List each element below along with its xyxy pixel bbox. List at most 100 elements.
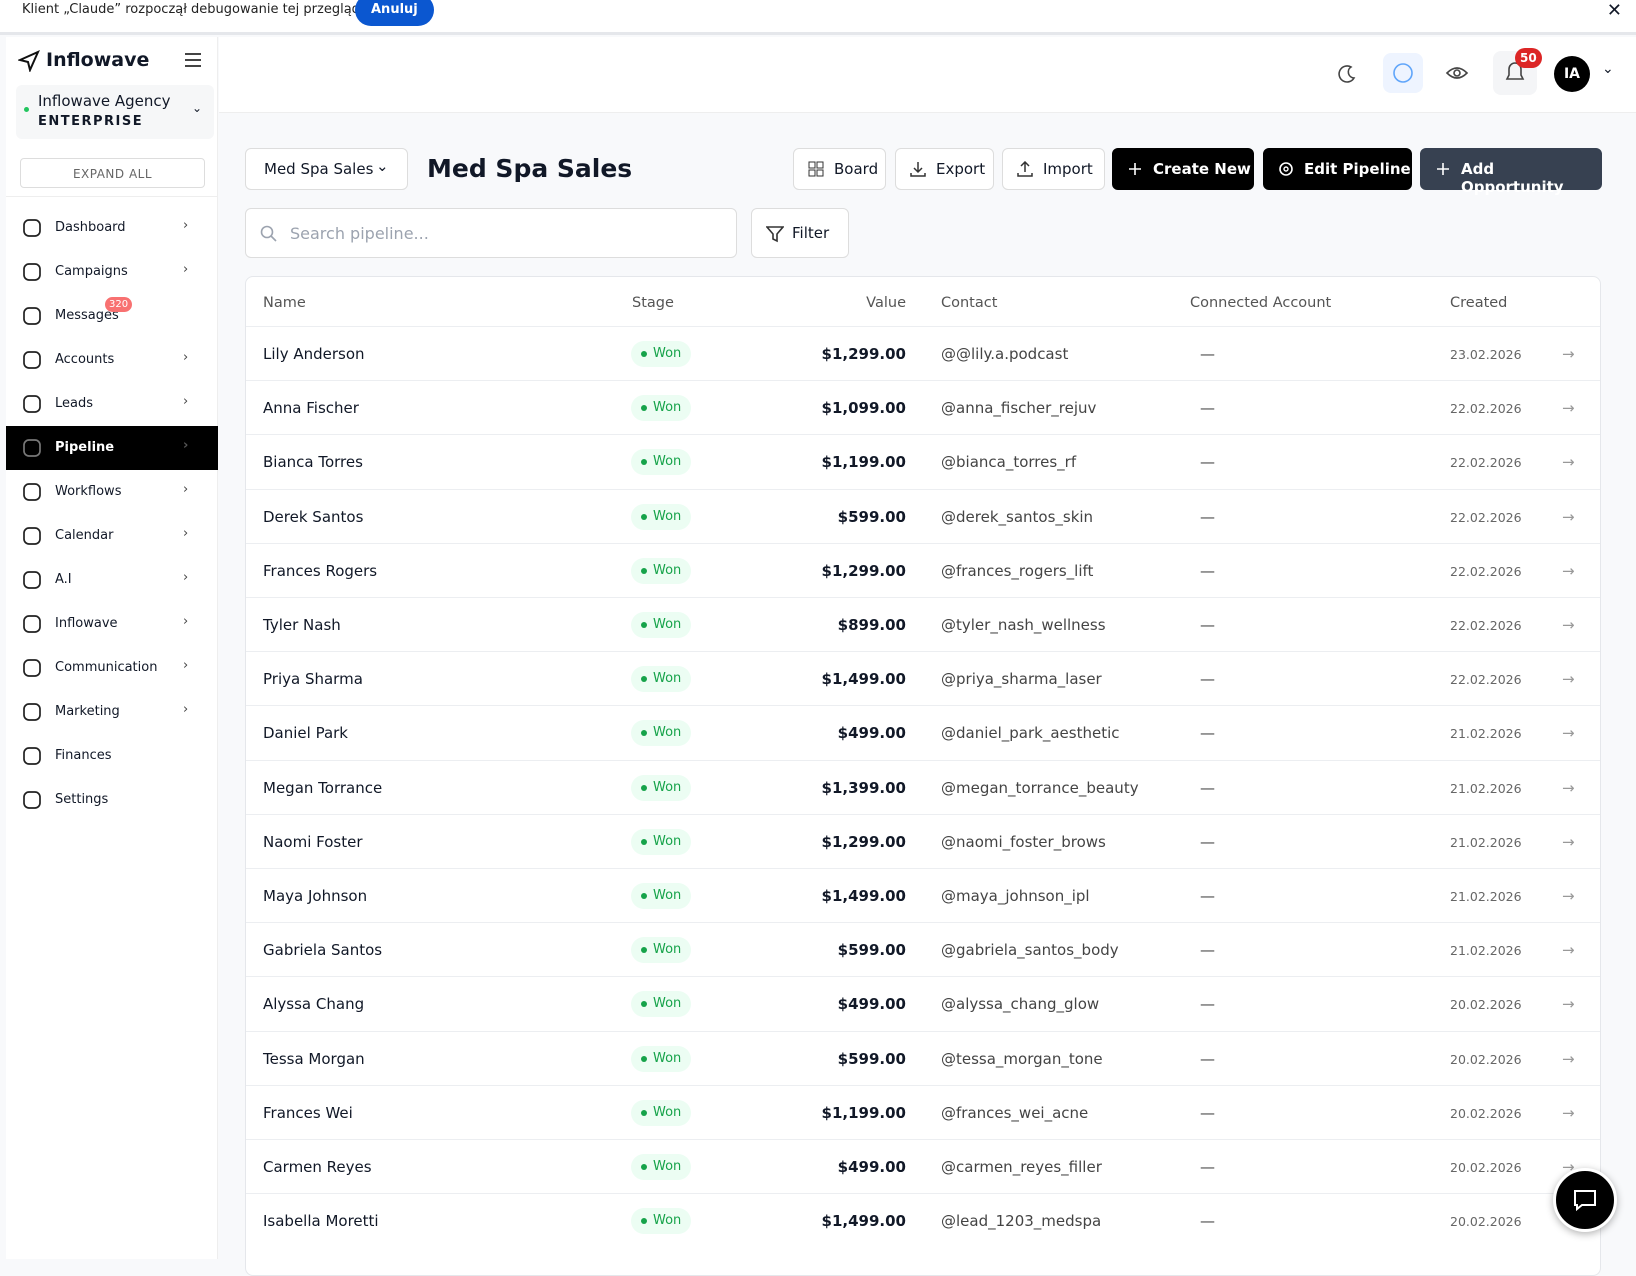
nav-icon [21, 613, 43, 639]
theme-toggle[interactable] [1337, 64, 1357, 84]
connected-account: — [1200, 453, 1215, 472]
open-arrow[interactable]: → [1562, 670, 1575, 689]
nav-item[interactable]: Finances [6, 734, 218, 778]
nav-item[interactable]: Messages 320 [6, 294, 218, 338]
open-arrow[interactable]: → [1562, 399, 1575, 418]
value: $1,299.00 [821, 345, 906, 363]
nav-item[interactable]: Marketing › [6, 690, 218, 734]
column-header: Stage [632, 295, 674, 311]
open-arrow[interactable]: → [1562, 453, 1575, 472]
submenu-chevron: › [183, 526, 189, 541]
nav-item[interactable]: Settings [6, 778, 218, 822]
create-new-label: Create New [1153, 160, 1251, 178]
nav-item[interactable]: Pipeline › [6, 426, 218, 470]
open-arrow[interactable]: → [1562, 995, 1575, 1014]
table-row[interactable]: Alyssa Chang Won $499.00 @alyssa_chang_glow… [246, 976, 1600, 1030]
stage-pill: Won [631, 828, 692, 855]
preview-button[interactable] [1445, 63, 1469, 83]
expand-all[interactable]: EXPAND ALL [20, 158, 205, 188]
table-row[interactable]: Tessa Morgan Won $599.00 @tessa_morgan_tone… [246, 1030, 1600, 1085]
stage-pill: Won [631, 341, 692, 367]
created: 21.02.2026 [1450, 943, 1522, 959]
open-arrow[interactable]: → [1562, 941, 1575, 960]
pipeline-table: Name Stage Value Contact Connected Account Cr… [245, 276, 1601, 1276]
table-row[interactable]: Isabella Moretti Won $1,499.00 @lead_1203_m… [246, 1193, 1600, 1247]
table-row[interactable]: Bianca Torres Won $1,199.00 @bianca_torres_… [246, 434, 1600, 488]
open-arrow[interactable]: → [1562, 778, 1575, 797]
connected-account: — [1200, 1049, 1215, 1068]
open-arrow[interactable]: → [1562, 561, 1575, 580]
table-row[interactable]: Priya Sharma Won $1,499.00 @priya_sharma_la… [246, 651, 1600, 705]
nav-icon [21, 789, 43, 815]
open-arrow[interactable]: → [1562, 724, 1575, 743]
menu-toggle[interactable] [184, 52, 202, 68]
board-button[interactable]: Board [793, 148, 886, 190]
nav-label: Settings [55, 792, 109, 807]
nav-item[interactable]: Accounts › [6, 338, 218, 382]
name: Priya Sharma [263, 670, 363, 689]
connected-account: — [1200, 887, 1215, 905]
open-arrow[interactable]: → [1562, 507, 1575, 526]
contact: @alyssa_chang_glow [941, 995, 1100, 1014]
column-header: Value [866, 295, 906, 311]
create-new-button[interactable]: Create New [1112, 148, 1254, 190]
nav-item[interactable]: Workflows › [6, 470, 218, 514]
account-chevron[interactable]: ⌄ [1602, 61, 1614, 77]
cancel-button[interactable]: Anuluj [355, 0, 434, 26]
table-row[interactable]: Tyler Nash Won $899.00 @tyler_nash_wellness… [246, 597, 1600, 651]
open-arrow[interactable]: → [1562, 345, 1575, 363]
avatar[interactable]: IA [1554, 56, 1590, 92]
close-button[interactable]: ✕ [1606, 0, 1622, 21]
table-row[interactable]: Gabriela Santos Won $599.00 @gabriela_santo… [246, 922, 1600, 976]
nav-icon [21, 261, 43, 287]
stage-pill: Won [631, 883, 692, 909]
connected-account: — [1200, 616, 1215, 634]
pipeline-selector[interactable]: Med Spa Sales ⌄ [245, 148, 408, 190]
nav-item[interactable]: Campaigns › [6, 250, 218, 294]
table-row[interactable]: Lily Anderson Won $1,299.00 @@lily.a.podcas… [246, 326, 1600, 380]
contact: @@lily.a.podcast [941, 345, 1069, 363]
table-row[interactable]: Maya Johnson Won $1,499.00 @maya_johnson_ip… [246, 868, 1600, 922]
nav-item[interactable]: A.I › [6, 558, 218, 602]
table-row[interactable]: Frances Rogers Won $1,299.00 @frances_roger… [246, 542, 1600, 597]
nav-label: Finances [55, 748, 112, 763]
filter-button[interactable]: Filter [751, 208, 849, 258]
open-arrow[interactable]: → [1562, 1049, 1575, 1068]
chat-button[interactable] [1553, 1168, 1617, 1232]
workspace-switcher[interactable]: Inflowave Agency ENTERPRISE ⌄ [16, 85, 214, 139]
workspace-plan: ENTERPRISE [38, 114, 144, 129]
edit-pipeline-button[interactable]: Edit Pipeline [1263, 148, 1412, 190]
import-button[interactable]: Import [1002, 148, 1105, 190]
nav-item[interactable]: Inflowave › [6, 602, 218, 646]
name: Frances Wei [263, 1103, 353, 1122]
open-arrow[interactable]: → [1562, 616, 1575, 634]
open-arrow[interactable]: → [1562, 887, 1575, 905]
submenu-chevron: › [183, 218, 189, 233]
add-opportunity-button[interactable]: Add Opportunity [1420, 148, 1602, 196]
table-row[interactable]: Derek Santos Won $599.00 @derek_santos_skin… [246, 488, 1600, 543]
nav-icon [21, 481, 43, 507]
export-button[interactable]: Export [895, 148, 994, 190]
table-row[interactable]: Daniel Park Won $499.00 @daniel_park_aesthe… [246, 705, 1600, 759]
avatar-initials: IA [1563, 66, 1581, 82]
nav-item[interactable]: Dashboard › [6, 206, 218, 250]
help-button[interactable] [1383, 53, 1423, 93]
search-input[interactable]: Search pipeline... [245, 208, 737, 258]
open-arrow[interactable]: → [1562, 1103, 1575, 1122]
table-row[interactable]: Carmen Reyes Won $499.00 @carmen_reyes_fill… [246, 1139, 1600, 1193]
table-row[interactable]: Megan Torrance Won $1,399.00 @megan_torranc… [246, 759, 1600, 814]
contact: @priya_sharma_laser [941, 670, 1102, 689]
table-row[interactable]: Anna Fischer Won $1,099.00 @anna_fischer_re… [246, 380, 1600, 434]
nav-item[interactable]: Communication › [6, 646, 218, 690]
value: $499.00 [837, 724, 906, 743]
stage-pill: Won [631, 1099, 692, 1126]
nav-item[interactable]: Leads › [6, 382, 218, 426]
open-arrow[interactable]: → [1562, 832, 1575, 851]
nav-item[interactable]: Calendar › [6, 514, 218, 558]
nav-label: Campaigns [55, 264, 128, 279]
table-row[interactable]: Frances Wei Won $1,199.00 @frances_wei_acne… [246, 1084, 1600, 1139]
notifications[interactable]: 50 [1493, 48, 1542, 95]
nav-label: A.I [55, 572, 72, 587]
table-row[interactable]: Naomi Foster Won $1,299.00 @naomi_foster_br… [246, 813, 1600, 868]
